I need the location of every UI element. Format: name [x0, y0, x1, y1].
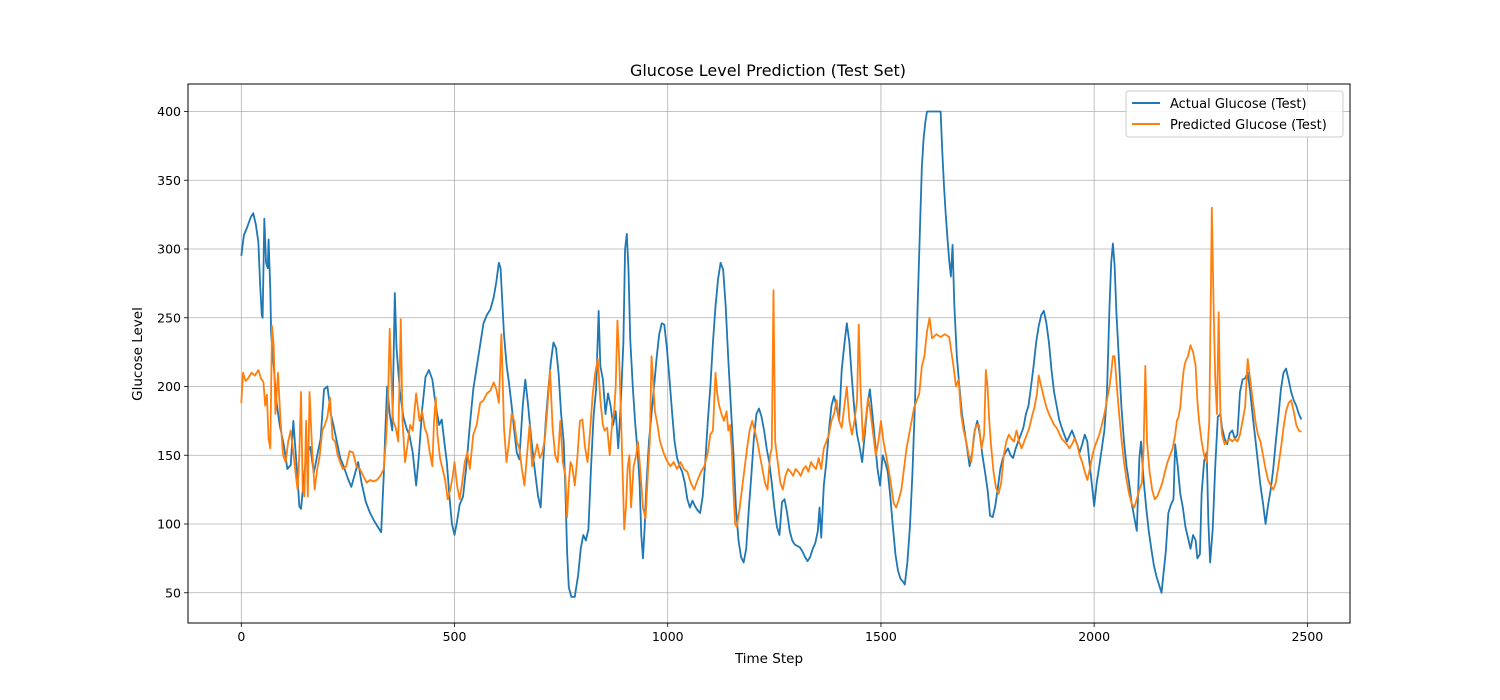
y-tick-label: 400: [157, 104, 181, 119]
y-tick-label: 250: [157, 310, 181, 325]
y-axis-label: Glucose Level: [130, 307, 146, 401]
x-axis-label: Time Step: [734, 651, 803, 667]
legend-label-actual: Actual Glucose (Test): [1170, 97, 1307, 112]
x-tick-label: 1500: [865, 629, 897, 644]
x-tick-label: 1000: [652, 629, 684, 644]
y-tick-label: 350: [157, 173, 181, 188]
legend: Actual Glucose (Test) Predicted Glucose …: [1125, 90, 1344, 138]
chart-title: Glucose Level Prediction (Test Set): [630, 61, 906, 80]
plot-frame: [187, 83, 1351, 624]
y-tick-label: 100: [157, 517, 181, 532]
y-tick-label: 50: [165, 585, 181, 600]
x-tick-label: 500: [443, 629, 467, 644]
x-tick-label: 0: [237, 629, 245, 644]
legend-box: [1125, 90, 1344, 138]
legend-label-predicted: Predicted Glucose (Test): [1170, 118, 1327, 133]
y-tick-label: 200: [157, 379, 181, 394]
axis-ticks: 0 500 1000 1500 2000 2500 50 100 150 200 250 300 350…: [157, 104, 1323, 644]
x-tick-label: 2000: [1078, 629, 1110, 644]
predicted-glucose-line: [240, 206, 1302, 531]
series-layer: [240, 110, 1303, 598]
y-tick-label: 300: [157, 242, 181, 257]
y-tick-label: 150: [157, 448, 181, 463]
x-tick-label: 2500: [1291, 629, 1323, 644]
